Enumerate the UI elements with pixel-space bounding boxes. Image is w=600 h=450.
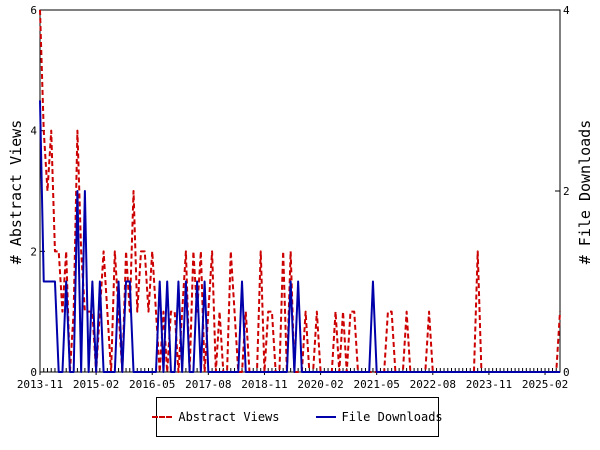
y-left-tick-label: 6 <box>30 4 37 17</box>
y-axis-right-title: # File Downloads <box>576 120 594 265</box>
y-left-tick-label: 4 <box>30 125 37 138</box>
legend-label-abstract-views: Abstract Views <box>178 410 280 424</box>
y-right-tick-label: 0 <box>563 366 570 379</box>
y-right-tick-label: 2 <box>563 185 570 198</box>
y-left-tick-label: 0 <box>30 366 37 379</box>
x-tick-label: 2015-02 <box>73 378 119 391</box>
legend-swatch-file-downloads <box>315 416 336 418</box>
legend-label-file-downloads: File Downloads <box>341 410 443 424</box>
x-tick-label: 2020-02 <box>297 378 343 391</box>
y-left-tick-label: 2 <box>30 245 37 258</box>
series-line-abstract-views <box>39 9 561 373</box>
x-tick-label: 2017-08 <box>185 378 231 391</box>
x-tick-label: 2025-02 <box>522 378 568 391</box>
x-tick-label: 2022-08 <box>410 378 456 391</box>
x-tick-label: 2018-11 <box>241 378 287 391</box>
y-axis-left-title: # Abstract Views <box>7 120 25 265</box>
legend-item-file-downloads: File Downloads <box>315 410 443 424</box>
x-tick-label: 2021-05 <box>354 378 400 391</box>
x-tick-label: 2016-05 <box>129 378 175 391</box>
chart-legend: Abstract Views File Downloads <box>152 397 443 437</box>
y-right-tick-label: 4 <box>563 4 570 17</box>
series-line-file-downloads <box>39 100 560 373</box>
legend-swatch-abstract-views <box>152 416 173 418</box>
x-tick-label: 2013-11 <box>17 378 63 391</box>
legend-item-abstract-views: Abstract Views <box>152 410 280 424</box>
plot-area: 2013-11 2015-02 2016-05 2017-08 2018-11 2020-… <box>17 4 570 391</box>
x-tick-label: 2023-11 <box>466 378 512 391</box>
